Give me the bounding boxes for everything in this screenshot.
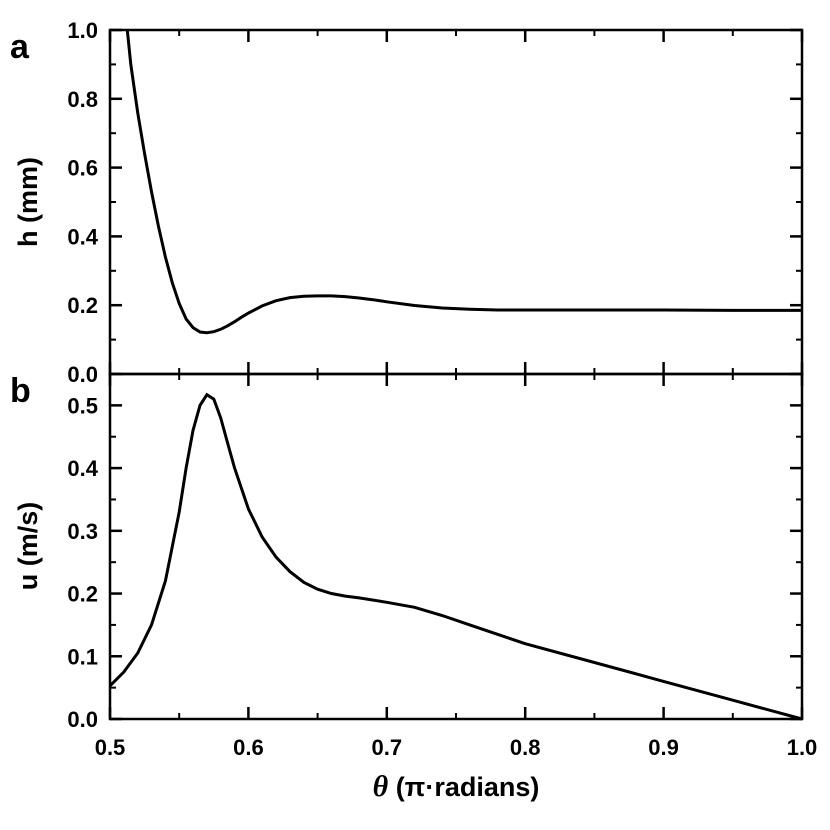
x-tick-label: 0.8 bbox=[510, 735, 541, 760]
y-tick-label: 0.4 bbox=[67, 456, 98, 481]
x-axis-symbol: θ bbox=[373, 770, 389, 803]
y-tick-label: 0.1 bbox=[67, 644, 98, 669]
y-tick-label: 0.6 bbox=[67, 156, 98, 181]
panel-b-y-axis-label: u (m/s) bbox=[13, 502, 43, 591]
x-tick-labels: 0.5 0.6 0.7 0.8 0.9 1.0 bbox=[95, 735, 818, 760]
panel-b-letter: b bbox=[10, 372, 31, 410]
y-tick-label: 1.0 bbox=[67, 18, 98, 43]
panel-a-y-axis-label: h (mm) bbox=[13, 157, 43, 247]
y-tick-label: 0.2 bbox=[67, 582, 98, 607]
y-tick-label: 0.0 bbox=[67, 707, 98, 732]
panel-b-ticks bbox=[108, 373, 804, 721]
y-tick-label: 0.2 bbox=[67, 293, 98, 318]
x-axis-unit: (π·radians) bbox=[388, 772, 539, 802]
panel-a-frame bbox=[108, 28, 804, 376]
y-tick-label: 0.4 bbox=[67, 224, 98, 249]
y-tick-label: 0.3 bbox=[67, 519, 98, 544]
x-tick-label: 0.7 bbox=[372, 735, 403, 760]
x-axis-label: θ (π·radians) bbox=[373, 770, 540, 803]
y-tick-label: 0.5 bbox=[67, 393, 98, 418]
panel-b-frame bbox=[108, 372, 804, 721]
x-tick-label: 1.0 bbox=[787, 735, 818, 760]
panel-a: 0.0 0.2 0.4 0.6 0.8 1.0 a h (mm) bbox=[10, 18, 804, 387]
panel-a-y-tick-labels: 0.0 0.2 0.4 0.6 0.8 1.0 bbox=[67, 18, 98, 387]
panel-b-series-line bbox=[108, 392, 803, 721]
x-tick-label: 0.6 bbox=[233, 735, 264, 760]
x-tick-label: 0.9 bbox=[648, 735, 679, 760]
panel-a-letter: a bbox=[10, 28, 30, 66]
panel-b-y-tick-labels: 0.0 0.1 0.2 0.3 0.4 0.5 bbox=[67, 393, 98, 732]
panel-a-ticks bbox=[108, 28, 804, 376]
panel-b: 0.00.10.20.30.40.5 0.5 0.6 0.7 0.8 0.9 1.0 b … bbox=[10, 372, 817, 803]
y-tick-label: 0.8 bbox=[67, 87, 98, 112]
panel-a-series-line bbox=[125, 29, 802, 335]
x-tick-label: 0.5 bbox=[95, 735, 126, 760]
y-tick-label: 0.0 bbox=[67, 362, 98, 387]
